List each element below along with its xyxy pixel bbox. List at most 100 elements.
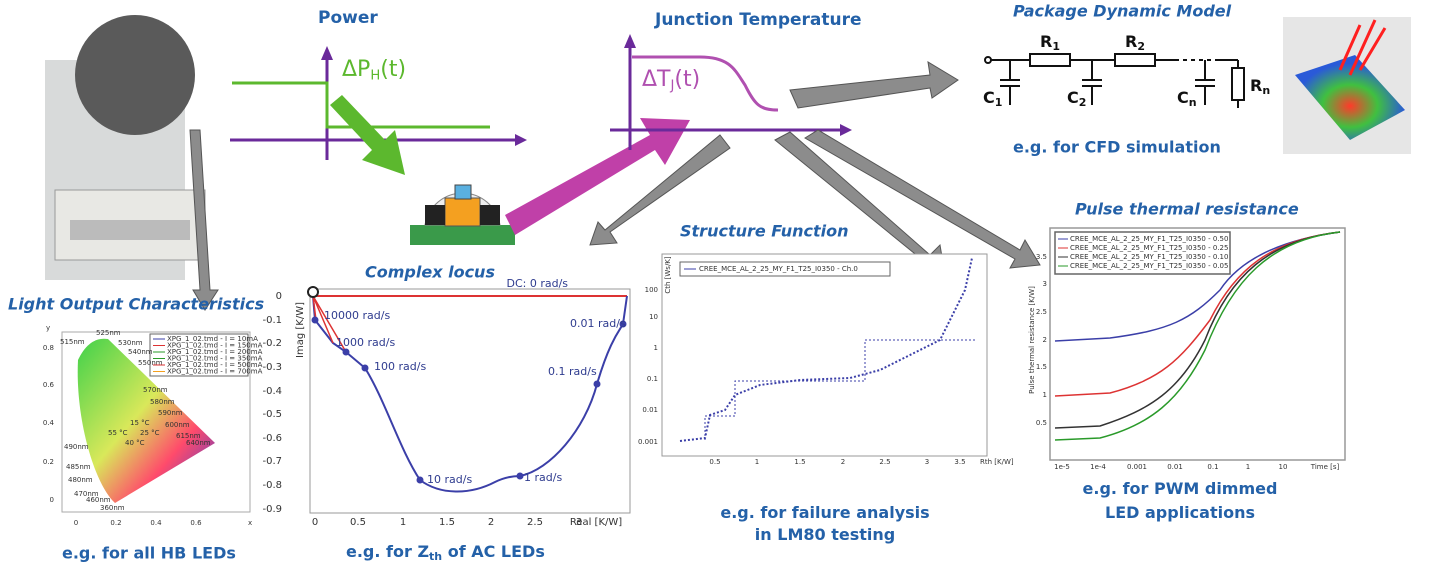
label: 515nm bbox=[60, 338, 85, 346]
label: Imag [K/W] bbox=[295, 302, 306, 358]
label: -0.2 bbox=[262, 338, 282, 349]
label: e.g. for all HB LEDs bbox=[62, 544, 236, 563]
label: 0 bbox=[74, 519, 78, 527]
label: 1 bbox=[654, 344, 658, 352]
locus-point bbox=[594, 381, 601, 388]
label: 360nm bbox=[100, 504, 125, 512]
label: 0.001 bbox=[638, 438, 658, 446]
locus-point bbox=[362, 365, 369, 372]
caption-line: in LM80 testing bbox=[755, 525, 895, 544]
label: 460nm bbox=[86, 496, 111, 504]
label: -0.3 bbox=[262, 362, 282, 373]
arrow bbox=[330, 95, 405, 175]
label: 2.5 bbox=[527, 517, 543, 528]
label: 590nm bbox=[158, 409, 183, 417]
arrow bbox=[505, 118, 690, 235]
caption: e.g. for failure analysisin LM80 testing bbox=[720, 503, 929, 544]
label: 0.2 bbox=[43, 458, 54, 466]
circuit-index: 1 bbox=[1052, 40, 1060, 53]
label: XPG_1_02.tmd - I = 700mA bbox=[167, 368, 263, 376]
label: Pulse thermal resistance bbox=[1075, 200, 1299, 219]
label: 0.01 bbox=[642, 406, 658, 414]
caption-part: of AC LEDs bbox=[442, 542, 545, 561]
label: 3.5 bbox=[1036, 253, 1047, 261]
structure-chart bbox=[662, 254, 987, 456]
label: 1 bbox=[1043, 391, 1047, 399]
label: 15 °C bbox=[130, 419, 150, 427]
label: 0.5 bbox=[1036, 419, 1047, 427]
circuit-label: C2 bbox=[1067, 88, 1086, 110]
circuit-letter: C bbox=[1067, 88, 1079, 107]
label: 3 bbox=[576, 517, 582, 528]
label: 540nm bbox=[128, 348, 153, 356]
formula-base: ΔT bbox=[642, 67, 671, 92]
label: y bbox=[46, 324, 50, 332]
label: -0.1 bbox=[262, 315, 282, 326]
label: Package Dynamic Model bbox=[1013, 2, 1232, 21]
label: -0.7 bbox=[262, 456, 282, 467]
label: 0.5 bbox=[350, 517, 366, 528]
label: 0.4 bbox=[150, 519, 162, 527]
label: 0.4 bbox=[43, 419, 55, 427]
circuit-letter: C bbox=[1177, 88, 1189, 107]
label: 10000 rad/s bbox=[324, 309, 390, 322]
label: 530nm bbox=[118, 339, 143, 347]
label: Complex locus bbox=[365, 263, 495, 282]
label: 1000 rad/s bbox=[336, 336, 395, 349]
label: Rth [K/W] bbox=[980, 458, 1014, 466]
diagram: PowerΔPH(t)Junction TemperatureΔTJ(t)Pac… bbox=[0, 0, 1433, 569]
circuit-index: n bbox=[1262, 84, 1270, 97]
circuit-letter: R bbox=[1125, 32, 1137, 51]
formula-base: ΔP bbox=[342, 57, 370, 82]
formula-tail: (t) bbox=[380, 57, 406, 82]
circuit-index: n bbox=[1189, 96, 1197, 109]
label: 0.6 bbox=[190, 519, 202, 527]
label: Time [s] bbox=[1310, 463, 1340, 471]
label: CREE_MCE_AL_2_25_MY_F1_T25_I0350 - 0.10 bbox=[1070, 253, 1228, 261]
formula-sub: H bbox=[370, 69, 380, 84]
label: 2 bbox=[1043, 336, 1047, 344]
caption: e.g. for Zth of AC LEDs bbox=[346, 542, 545, 564]
label: 2 bbox=[488, 517, 494, 528]
label: 600nm bbox=[165, 421, 190, 429]
label: -0.5 bbox=[262, 409, 282, 420]
label: 0 bbox=[312, 517, 318, 528]
label: 1.5 bbox=[1036, 363, 1047, 371]
label: 1 bbox=[1246, 463, 1250, 471]
circuit-letter: R bbox=[1250, 76, 1262, 95]
label: 0.1 bbox=[647, 375, 658, 383]
label: CREE_MCE_AL_2_25_MY_F1_T25_I0350 - Ch.0 bbox=[699, 265, 858, 273]
formula: ΔPH(t) bbox=[342, 57, 406, 84]
label: 525nm bbox=[96, 329, 121, 337]
label: 0 bbox=[276, 291, 282, 302]
label: 0.001 bbox=[1127, 463, 1147, 471]
label: 1 bbox=[400, 517, 406, 528]
label: 100 bbox=[645, 286, 658, 294]
circuit-index: 2 bbox=[1137, 40, 1145, 53]
label: -0.4 bbox=[262, 386, 282, 397]
formula: ΔTJ(t) bbox=[642, 67, 700, 94]
label: 0.1 bbox=[1207, 463, 1218, 471]
caption-sub: th bbox=[429, 550, 442, 563]
locus-point bbox=[343, 349, 350, 356]
label: Pulse thermal resistance [K/W] bbox=[1028, 286, 1036, 394]
circuit-label: R1 bbox=[1040, 32, 1060, 54]
label: 480nm bbox=[68, 476, 93, 484]
circuit-label: R2 bbox=[1125, 32, 1145, 54]
circuit-label: Rn bbox=[1250, 76, 1270, 98]
formula-tail: (t) bbox=[674, 67, 700, 92]
label: 1.5 bbox=[439, 517, 455, 528]
label: e.g. for CFD simulation bbox=[1013, 138, 1221, 157]
equipment-photo bbox=[45, 15, 205, 280]
label: -0.8 bbox=[262, 480, 282, 491]
label: Cth [Ws/K] bbox=[664, 256, 672, 294]
caption-part: e.g. for Z bbox=[346, 542, 429, 561]
label: 550nm bbox=[138, 359, 163, 367]
caption: e.g. for PWM dimmedLED applications bbox=[1083, 479, 1278, 522]
label: DC: 0 rad/s bbox=[506, 277, 568, 290]
label: 2.5 bbox=[879, 458, 890, 466]
label: 0.01 bbox=[1167, 463, 1183, 471]
label: 0.2 bbox=[110, 519, 121, 527]
label: 25 °C bbox=[140, 429, 160, 437]
label: CREE_MCE_AL_2_25_MY_F1_T25_I0350 - 0.25 bbox=[1070, 244, 1228, 252]
